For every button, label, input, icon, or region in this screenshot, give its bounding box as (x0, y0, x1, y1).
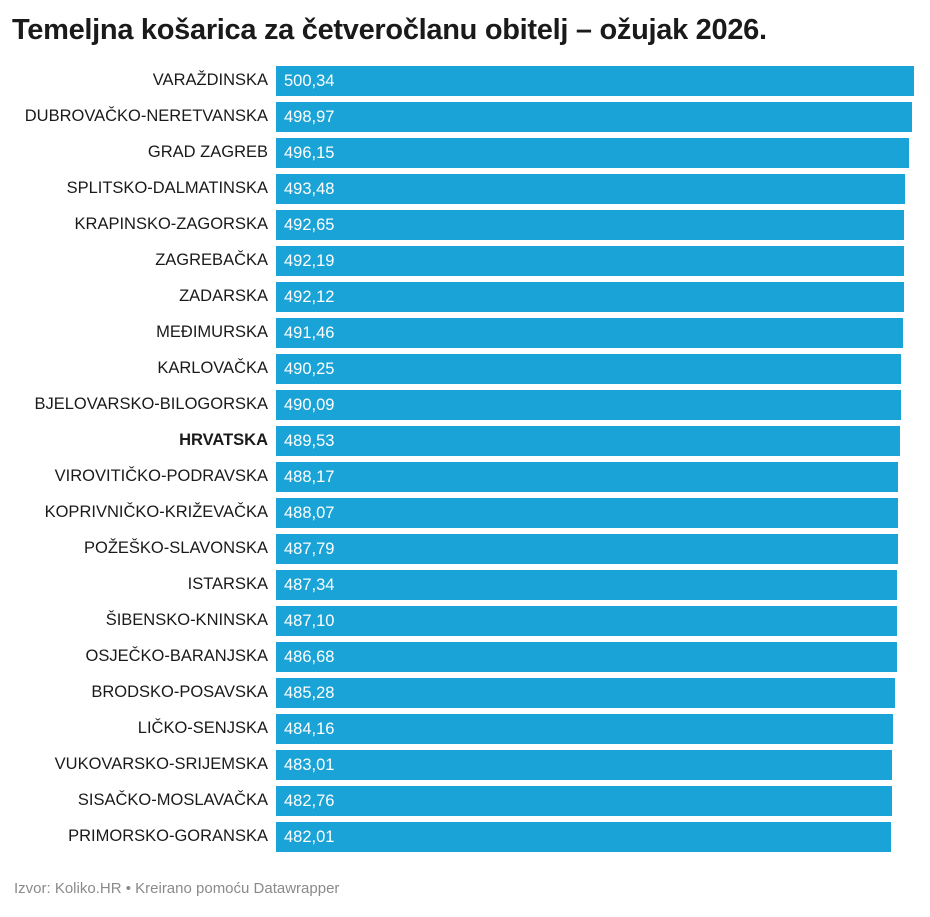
category-label: POŽEŠKO-SLAVONSKA (84, 539, 268, 557)
bar-row: KRAPINSKO-ZAGORSKA 492,65 (0, 208, 930, 240)
bar (276, 318, 903, 348)
bar-row: BJELOVARSKO-BILOGORSKA 490,09 (0, 388, 930, 420)
bar (276, 138, 909, 168)
bar-row: BRODSKO-POSAVSKA 485,28 (0, 676, 930, 708)
bar-row: DUBROVAČKO-NERETVANSKA 498,97 (0, 100, 930, 132)
bar-row: ŠIBENSKO-KNINSKA 487,10 (0, 604, 930, 636)
bar-row: VARAŽDINSKA 500,34 (0, 64, 930, 96)
bar-value-label: 487,34 (284, 576, 335, 594)
bar-value-label: 492,12 (284, 288, 335, 306)
bar (276, 66, 914, 96)
bar (276, 714, 894, 744)
category-label: PRIMORSKO-GORANSKA (68, 827, 268, 845)
bar-row: MEĐIMURSKA 491,46 (0, 316, 930, 348)
chart-footer: Izvor: Koliko.HR • Kreirano pomoću Dataw… (14, 880, 339, 897)
category-label: OSJEČKO-BARANJSKA (85, 647, 268, 665)
category-label: KRAPINSKO-ZAGORSKA (74, 215, 268, 233)
bar-value-label: 484,16 (284, 720, 335, 738)
bar-row: KARLOVAČKA 490,25 (0, 352, 930, 384)
bar (276, 354, 902, 384)
bar (276, 750, 892, 780)
bar (276, 606, 898, 636)
bar-value-label: 487,79 (284, 540, 335, 558)
bar (276, 642, 897, 672)
bar-row: SPLITSKO-DALMATINSKA 493,48 (0, 172, 930, 204)
bar (276, 390, 901, 420)
source-note: Izvor: Koliko.HR (14, 880, 122, 897)
bar-value-label: 489,53 (284, 432, 335, 450)
bar-row: GRAD ZAGREB 496,15 (0, 136, 930, 168)
bar-value-label: 490,09 (284, 396, 335, 414)
bar-row: OSJEČKO-BARANJSKA 486,68 (0, 640, 930, 672)
category-label: ISTARSKA (187, 575, 268, 593)
bar-value-label: 500,34 (284, 72, 335, 90)
category-label: ŠIBENSKO-KNINSKA (105, 611, 268, 629)
bar-row: HRVATSKA 489,53 (0, 424, 930, 456)
category-label: VIROVITIČKO-PODRAVSKA (54, 467, 268, 485)
credit-note: Kreirano pomoću Datawrapper (135, 880, 340, 897)
bar (276, 570, 898, 600)
bar-value-label: 483,01 (284, 756, 335, 774)
bar (276, 786, 892, 816)
category-label: BJELOVARSKO-BILOGORSKA (34, 395, 268, 413)
bar-value-label: 493,48 (284, 180, 335, 198)
category-label: DUBROVAČKO-NERETVANSKA (24, 107, 268, 125)
bar (276, 678, 895, 708)
bar-row: ISTARSKA 487,34 (0, 568, 930, 600)
bar-value-label: 492,19 (284, 252, 335, 270)
category-label: VARAŽDINSKA (152, 71, 268, 89)
bar-value-label: 498,97 (284, 108, 335, 126)
bar (276, 534, 898, 564)
bar-row: KOPRIVNIČKO-KRIŽEVAČKA 488,07 (0, 496, 930, 528)
bar-row: VUKOVARSKO-SRIJEMSKA 483,01 (0, 748, 930, 780)
bar (276, 462, 899, 492)
bar-value-label: 491,46 (284, 324, 335, 342)
bar-row: ZADARSKA 492,12 (0, 280, 930, 312)
bar-value-label: 492,65 (284, 216, 335, 234)
category-label: VUKOVARSKO-SRIJEMSKA (54, 755, 268, 773)
category-label: KARLOVAČKA (157, 359, 268, 377)
bar-value-label: 482,76 (284, 792, 335, 810)
bar (276, 822, 891, 852)
category-label: BRODSKO-POSAVSKA (91, 683, 268, 701)
bar-row: ZAGREBAČKA 492,19 (0, 244, 930, 276)
category-label: SISAČKO-MOSLAVAČKA (77, 791, 268, 809)
category-label: SPLITSKO-DALMATINSKA (66, 179, 268, 197)
category-label: MEĐIMURSKA (156, 323, 268, 341)
bar (276, 174, 906, 204)
bar (276, 246, 904, 276)
bar-value-label: 496,15 (284, 144, 335, 162)
category-label: ZAGREBAČKA (155, 251, 268, 269)
footer-separator: • (125, 880, 131, 897)
bar-row: LIČKO-SENJSKA 484,16 (0, 712, 930, 744)
bar-row: PRIMORSKO-GORANSKA 482,01 (0, 820, 930, 852)
bar-value-label: 488,17 (284, 468, 335, 486)
bar-value-label: 487,10 (284, 612, 335, 630)
bar (276, 210, 905, 240)
category-label: ZADARSKA (179, 287, 268, 305)
bar-row: POŽEŠKO-SLAVONSKA 487,79 (0, 532, 930, 564)
bar (276, 426, 901, 456)
category-label: LIČKO-SENJSKA (137, 719, 268, 737)
bar-value-label: 485,28 (284, 684, 335, 702)
bar-row: SISAČKO-MOSLAVAČKA 482,76 (0, 784, 930, 816)
bar-value-label: 488,07 (284, 504, 335, 522)
bar-value-label: 490,25 (284, 360, 335, 378)
bar-row: VIROVITIČKO-PODRAVSKA 488,17 (0, 460, 930, 492)
bar (276, 282, 904, 312)
bar (276, 102, 913, 132)
bar (276, 498, 899, 528)
category-label: HRVATSKA (179, 431, 268, 449)
bar-value-label: 486,68 (284, 648, 335, 666)
category-label: KOPRIVNIČKO-KRIŽEVAČKA (44, 503, 268, 521)
chart-title: Temeljna košarica za četveročlanu obitel… (12, 14, 767, 46)
bar-value-label: 482,01 (284, 828, 335, 846)
category-label: GRAD ZAGREB (147, 143, 268, 161)
